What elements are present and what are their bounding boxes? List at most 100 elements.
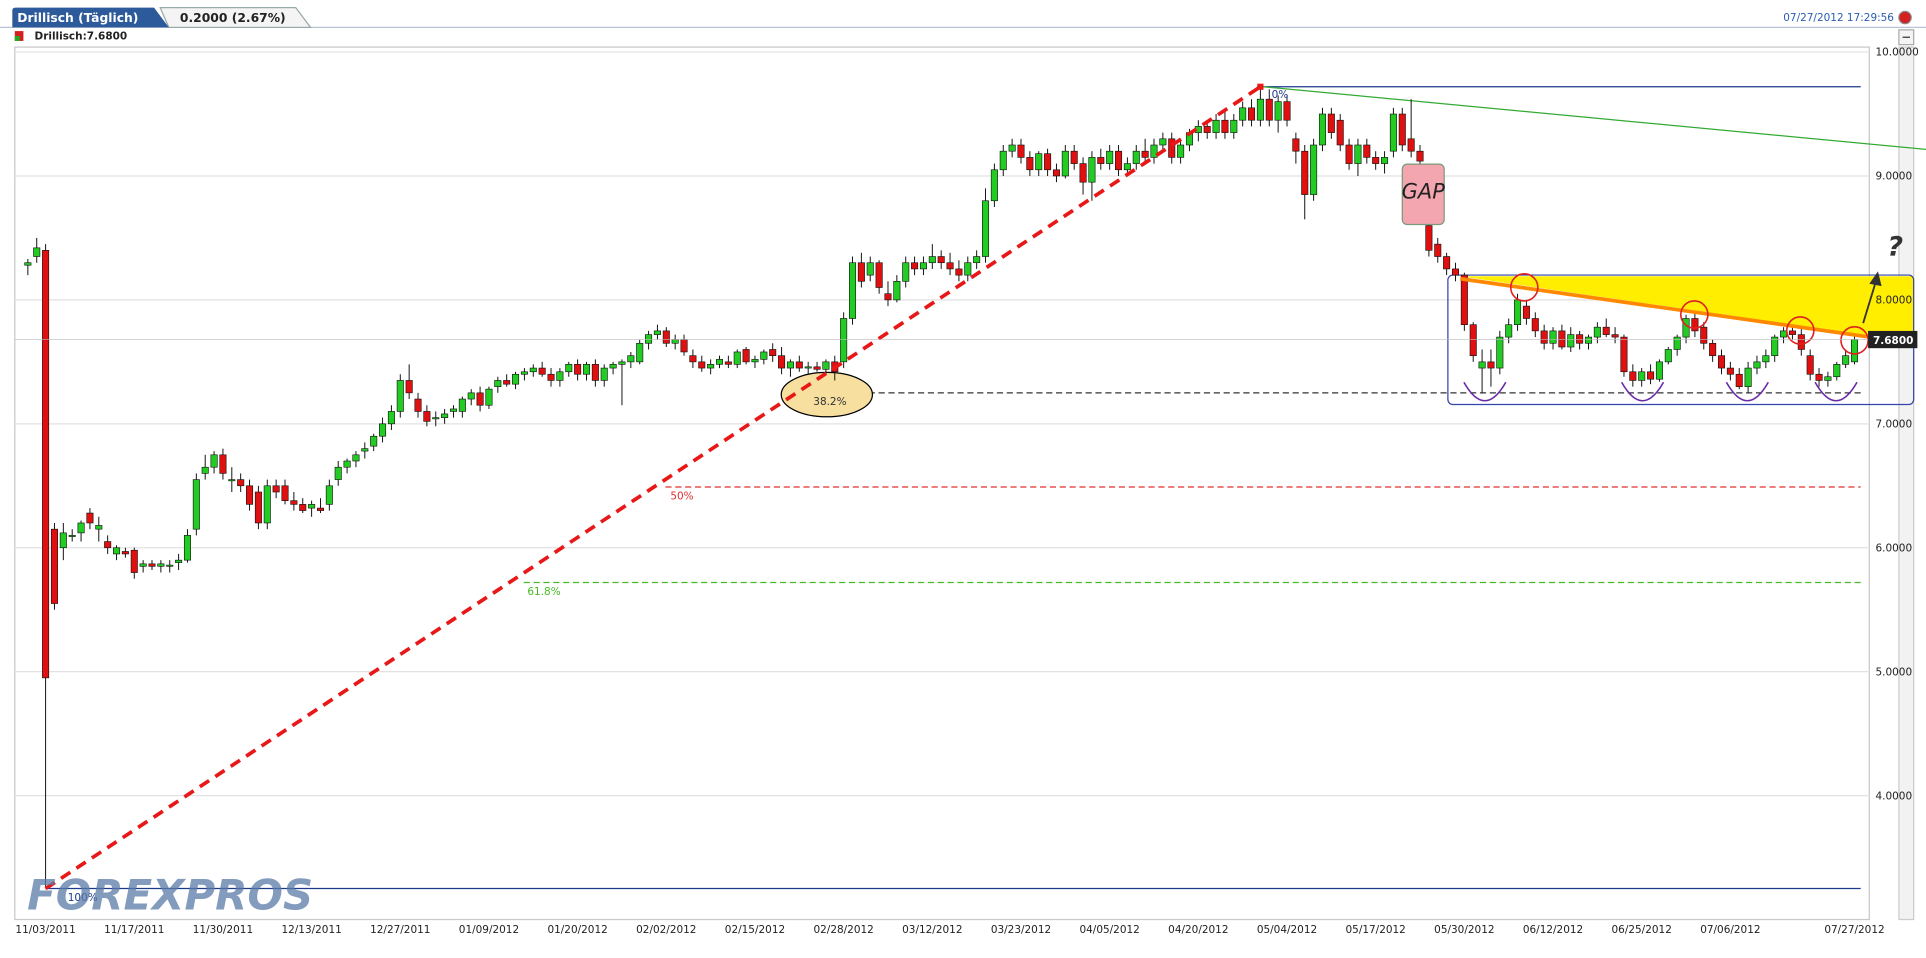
candle-body bbox=[715, 359, 724, 365]
candle-body bbox=[1389, 113, 1397, 152]
candle-body bbox=[795, 361, 803, 369]
candle-body bbox=[804, 366, 812, 369]
candle-body bbox=[618, 361, 626, 365]
candle-body bbox=[237, 479, 245, 487]
candle-body bbox=[875, 262, 883, 288]
candle-body bbox=[707, 364, 715, 369]
candle-body bbox=[1088, 157, 1096, 183]
value-tab bbox=[159, 7, 312, 28]
candle-body bbox=[662, 330, 670, 344]
candle-body bbox=[822, 361, 830, 370]
candle-body bbox=[370, 435, 378, 447]
candle-body bbox=[751, 359, 759, 363]
candle-body bbox=[1514, 299, 1522, 325]
candle-body bbox=[476, 392, 484, 406]
candle-body bbox=[1815, 373, 1823, 381]
candle-body bbox=[59, 532, 67, 549]
candle-body bbox=[1576, 334, 1584, 344]
candle-body bbox=[201, 466, 209, 474]
candle-body bbox=[1443, 256, 1451, 270]
candle-body bbox=[520, 371, 528, 375]
candle-body bbox=[1700, 326, 1708, 344]
candle-body bbox=[1168, 138, 1176, 158]
x-tick-label: 06/12/2012 bbox=[1523, 924, 1583, 936]
overlay: 0% 38.2% 50% 61.8% 100% bbox=[44, 83, 1288, 904]
symbol-tab[interactable] bbox=[12, 7, 169, 28]
uptrend-line bbox=[44, 85, 1262, 891]
fib-label: 61.8% bbox=[527, 586, 560, 598]
candle-body bbox=[786, 361, 794, 369]
candle-body bbox=[653, 330, 661, 335]
touch-circle bbox=[1785, 316, 1815, 345]
candle-body bbox=[999, 150, 1007, 171]
touch-circle bbox=[1679, 300, 1709, 329]
fib-ellipse bbox=[780, 371, 874, 418]
candle-body bbox=[1274, 101, 1282, 121]
y-tick-label: 4.0000 bbox=[1875, 790, 1912, 802]
x-tick-label: 02/15/2012 bbox=[725, 924, 785, 936]
candle-body bbox=[689, 355, 697, 363]
candle-body bbox=[1451, 268, 1459, 276]
candle-body bbox=[1008, 144, 1016, 152]
candle-body bbox=[1301, 150, 1309, 195]
candle-body bbox=[990, 169, 998, 202]
gap-label: GAP bbox=[1402, 180, 1446, 204]
candle-body bbox=[139, 563, 147, 567]
candle-body bbox=[210, 454, 218, 468]
candle-body bbox=[1256, 98, 1264, 121]
x-tick-label: 12/27/2011 bbox=[370, 924, 430, 936]
candle-body bbox=[254, 491, 262, 524]
last-price-box bbox=[1868, 330, 1918, 349]
candle-body bbox=[290, 500, 298, 505]
candle-body bbox=[1726, 367, 1734, 375]
candle-body bbox=[467, 392, 475, 400]
resistance-wedge bbox=[1460, 276, 1914, 341]
candle-body bbox=[334, 466, 342, 480]
candle-body bbox=[503, 380, 511, 385]
y-tick-label: 8.0000 bbox=[1875, 295, 1912, 307]
close-button[interactable] bbox=[1898, 10, 1912, 25]
candle-body bbox=[1505, 324, 1513, 338]
touch-circles bbox=[1509, 273, 1869, 355]
candle-body bbox=[964, 262, 972, 276]
candle-body bbox=[1044, 153, 1052, 171]
candle-body bbox=[1052, 169, 1060, 177]
plot-area bbox=[14, 46, 1870, 921]
candle-body bbox=[1248, 107, 1256, 121]
candle-body bbox=[1540, 330, 1548, 344]
candle-body bbox=[1115, 150, 1123, 171]
candle-body bbox=[1239, 107, 1247, 121]
candle-body bbox=[698, 361, 706, 369]
candle-body bbox=[1824, 376, 1832, 381]
candle-body bbox=[1558, 330, 1566, 348]
candle-body bbox=[1221, 119, 1229, 133]
candle-body bbox=[361, 448, 369, 452]
scrollbar[interactable] bbox=[1898, 46, 1915, 921]
fibonacci-levels bbox=[45, 86, 1861, 890]
x-tick-label: 11/03/2011 bbox=[15, 924, 75, 936]
support-arc bbox=[1463, 381, 1507, 402]
candle-body bbox=[1203, 126, 1211, 133]
candle-body bbox=[982, 200, 990, 257]
candle-body bbox=[432, 417, 440, 420]
candle-body bbox=[760, 351, 768, 360]
candle-body bbox=[148, 563, 156, 567]
candle-body bbox=[1141, 150, 1149, 158]
x-tick-label: 05/04/2012 bbox=[1257, 924, 1317, 936]
timestamp: 07/27/2012 17:29:56 bbox=[1783, 12, 1894, 24]
candle-body bbox=[1318, 113, 1326, 146]
candle-body bbox=[778, 355, 786, 369]
fib-label: 38.2% bbox=[813, 396, 846, 408]
candle-body bbox=[919, 262, 927, 270]
candle-body bbox=[219, 454, 227, 474]
candle-body bbox=[33, 247, 41, 257]
y-tick-label: 6.0000 bbox=[1875, 542, 1912, 554]
candle-body bbox=[1327, 113, 1335, 133]
candle-body bbox=[24, 262, 32, 266]
candle-body bbox=[246, 485, 254, 505]
legend-icon-part bbox=[14, 36, 20, 41]
candle-body bbox=[1150, 144, 1158, 158]
candle-body bbox=[1833, 364, 1841, 378]
candle-body bbox=[1496, 336, 1504, 369]
